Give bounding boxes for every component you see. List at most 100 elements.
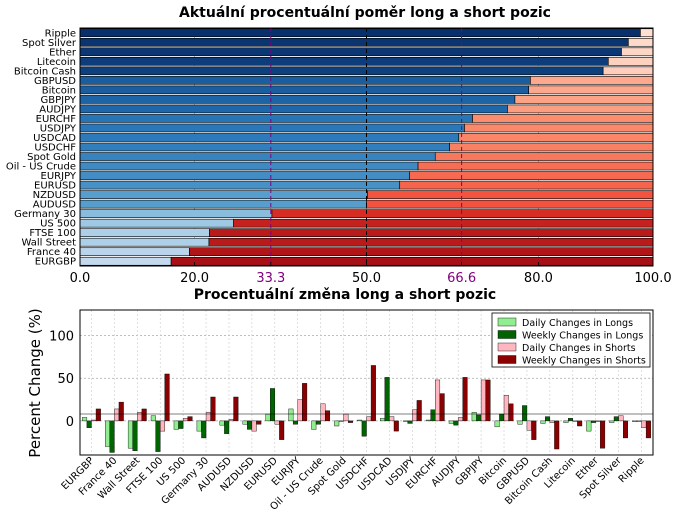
legend-label: Daily Changes in Longs	[522, 318, 633, 329]
change-bar	[366, 416, 372, 422]
change-bar	[118, 401, 124, 422]
change-bar	[178, 420, 184, 429]
change-bar	[265, 413, 271, 422]
bottom-bars	[82, 365, 651, 453]
long-bar	[79, 95, 516, 104]
change-bar	[636, 420, 642, 422]
x-tick-label: 66.6	[447, 271, 476, 286]
category-label: Ether	[49, 47, 77, 58]
change-bar	[407, 420, 413, 424]
short-bar	[409, 171, 654, 180]
short-bar	[472, 114, 654, 123]
change-bar	[540, 420, 546, 424]
change-bar	[270, 388, 276, 422]
category-label: Bitcoin	[42, 85, 76, 96]
long-bar	[79, 228, 210, 237]
y-tick-label: 0	[66, 415, 74, 430]
category-label: Oil - US Crude	[6, 162, 76, 173]
category-label: USDCHF	[34, 143, 76, 154]
category-label: GBPUSD	[34, 76, 76, 87]
short-bar	[449, 142, 654, 152]
change-bar	[196, 420, 202, 432]
legend-label: Weekly Changes in Shorts	[522, 356, 646, 367]
long-bar	[79, 66, 604, 76]
legend-box	[491, 312, 651, 368]
legend-swatch	[497, 317, 517, 327]
change-bar	[503, 395, 509, 422]
change-bar	[430, 409, 436, 422]
change-bar	[453, 420, 459, 426]
change-bar	[600, 420, 606, 449]
change-bar	[233, 396, 239, 422]
short-bar	[458, 133, 654, 142]
change-bar	[526, 420, 532, 431]
category-label: EURUSD	[34, 181, 76, 192]
change-bar	[402, 420, 408, 422]
change-bar	[228, 418, 234, 422]
change-bar	[471, 412, 477, 422]
change-bar	[563, 420, 569, 423]
short-bar	[434, 152, 654, 161]
change-bar	[485, 379, 491, 422]
category-label: US 500	[40, 219, 76, 230]
category-label: Bitcoin Cash	[14, 66, 76, 77]
change-bar	[480, 379, 486, 422]
category-label: Spot Gold	[27, 152, 76, 163]
change-bar	[141, 408, 147, 422]
change-bar	[567, 418, 573, 422]
change-bar	[641, 420, 647, 428]
short-bar	[628, 37, 654, 47]
x-tick-label: 0.0	[70, 271, 91, 286]
change-bar	[297, 399, 303, 422]
change-bar	[545, 416, 551, 422]
long-bar	[79, 76, 531, 85]
change-bar	[256, 420, 262, 425]
short-bar	[170, 256, 654, 266]
change-bar	[160, 420, 166, 432]
short-bar	[507, 104, 654, 114]
long-bar	[79, 161, 419, 171]
legend-label: Weekly Changes in Longs	[522, 331, 643, 342]
long-bar	[79, 209, 273, 218]
change-bar	[613, 416, 619, 422]
change-bar	[219, 420, 225, 426]
x-tick-label: 20.0	[180, 271, 209, 286]
change-bar	[609, 420, 615, 423]
change-bar	[549, 420, 555, 423]
short-bar	[399, 180, 654, 190]
change-bar	[412, 409, 418, 422]
short-bar	[608, 57, 654, 66]
category-label: EURGBP	[35, 257, 76, 268]
long-bar	[79, 247, 190, 257]
change-bar	[210, 396, 216, 422]
change-bar	[389, 416, 395, 422]
change-bar	[522, 405, 528, 422]
change-bar	[105, 420, 110, 447]
legend-swatch	[497, 342, 517, 352]
top-chart-title: Aktuální procentuální poměr long a short…	[179, 5, 551, 21]
short-bar	[602, 66, 654, 76]
change-bar	[302, 383, 308, 422]
change-bar	[315, 420, 321, 425]
change-bar	[645, 420, 651, 439]
long-bar	[79, 47, 622, 57]
change-bar	[325, 410, 331, 422]
change-bar	[623, 420, 628, 439]
change-bar	[632, 420, 638, 422]
change-bar	[618, 415, 624, 422]
change-bar	[288, 408, 294, 422]
y-tick-label: 50	[57, 372, 74, 387]
change-bar	[320, 403, 326, 422]
change-bar	[338, 420, 344, 422]
change-bar	[137, 412, 143, 422]
change-bar	[247, 420, 253, 430]
change-bar	[311, 420, 317, 430]
change-bar	[164, 373, 170, 422]
change-bar	[462, 377, 468, 422]
short-bar	[233, 218, 654, 228]
change-bar	[435, 379, 441, 422]
category-label: AUDUSD	[33, 200, 77, 211]
